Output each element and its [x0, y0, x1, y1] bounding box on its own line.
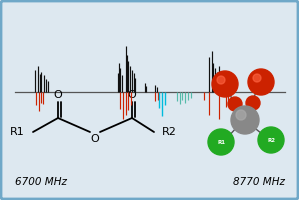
- Circle shape: [236, 110, 246, 120]
- Circle shape: [231, 106, 259, 134]
- Circle shape: [253, 74, 261, 82]
- Circle shape: [258, 127, 284, 153]
- Text: 6700 MHz: 6700 MHz: [15, 177, 67, 187]
- Text: O: O: [54, 90, 62, 100]
- Text: O: O: [128, 90, 136, 100]
- Circle shape: [217, 76, 225, 84]
- Circle shape: [228, 97, 242, 111]
- Circle shape: [212, 71, 238, 97]
- Circle shape: [248, 69, 274, 95]
- Text: R1: R1: [10, 127, 25, 137]
- Text: R2: R2: [267, 138, 275, 142]
- Text: R1: R1: [217, 140, 225, 144]
- Text: O: O: [91, 134, 99, 144]
- Circle shape: [246, 96, 260, 110]
- Text: R2: R2: [162, 127, 177, 137]
- Text: 8770 MHz: 8770 MHz: [233, 177, 285, 187]
- Circle shape: [208, 129, 234, 155]
